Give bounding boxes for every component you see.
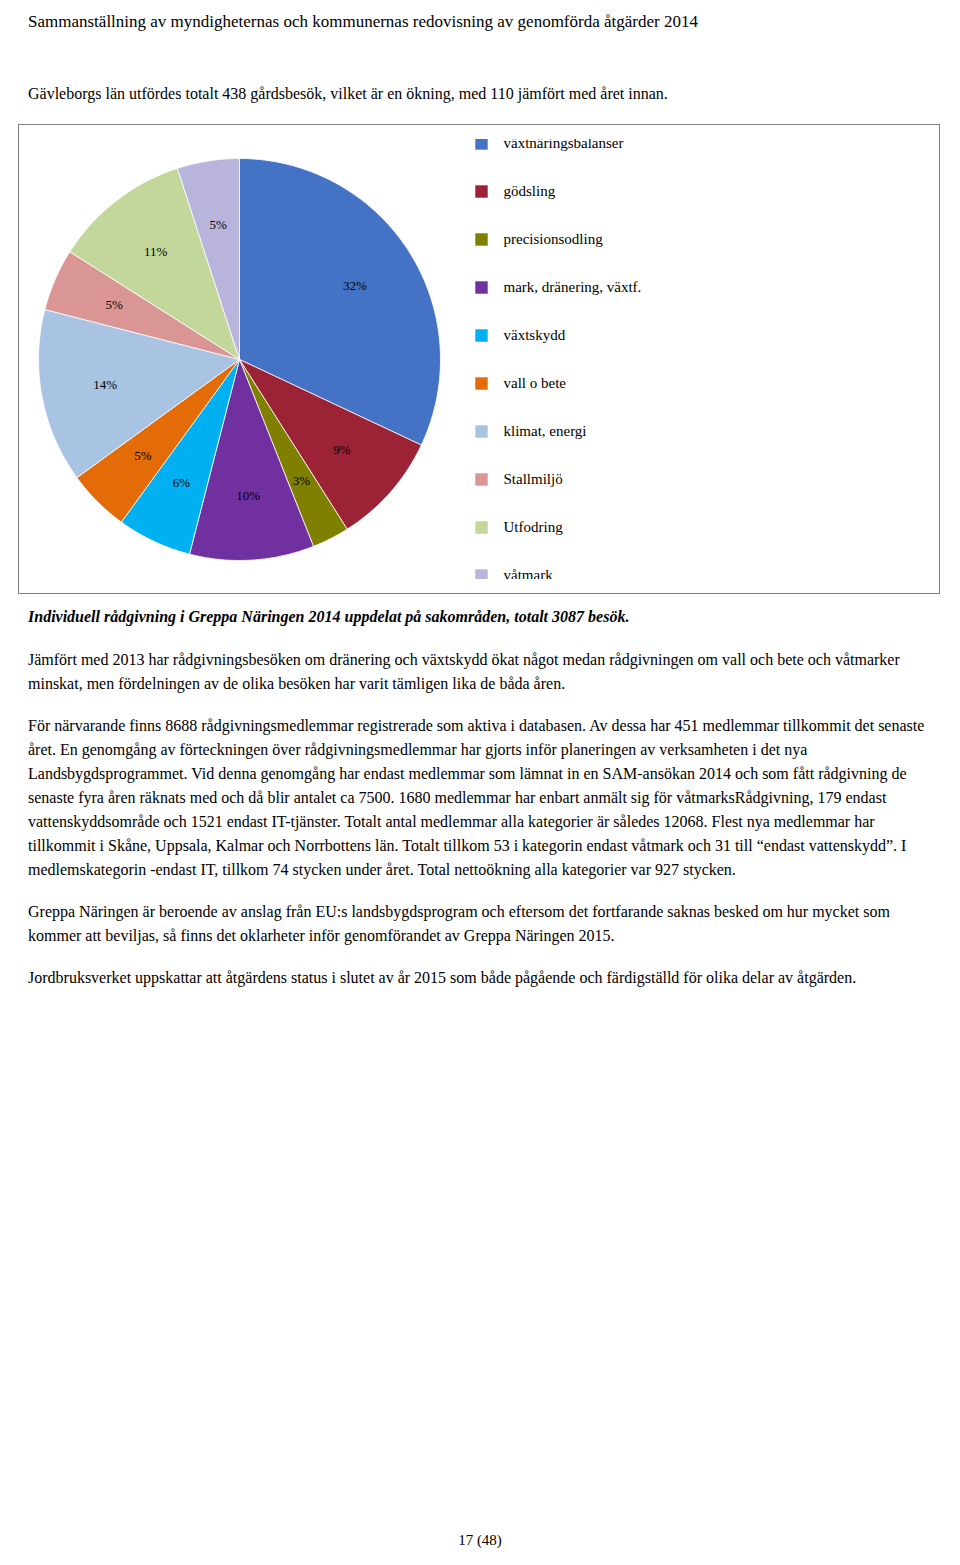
svg-text:5%: 5% bbox=[105, 297, 123, 312]
svg-text:6%: 6% bbox=[173, 475, 191, 490]
svg-text:Stallmiljö: Stallmiljö bbox=[504, 471, 563, 487]
svg-text:våtmark: våtmark bbox=[504, 567, 554, 579]
svg-text:växtnäringsbalanser: växtnäringsbalanser bbox=[504, 139, 624, 151]
svg-text:10%: 10% bbox=[236, 488, 260, 503]
svg-text:precisionsodling: precisionsodling bbox=[504, 231, 604, 247]
svg-text:9%: 9% bbox=[333, 442, 351, 457]
html-text:Greppa Näringen är beroende av: Greppa Näringen är beroende av anslag fr… bbox=[28, 903, 890, 944]
svg-text:klimat, energi: klimat, energi bbox=[504, 423, 587, 439]
html-text:Jordbruksverket uppskattar att: Jordbruksverket uppskattar att åtgärdens… bbox=[28, 969, 857, 986]
html-text:För närvarande finns 8688 rådg: För närvarande finns 8688 rådgivningsmed… bbox=[28, 717, 925, 878]
svg-text:5%: 5% bbox=[209, 217, 227, 232]
svg-text:32%: 32% bbox=[343, 278, 367, 293]
html-text:Gävleborgs län utfördes totalt: Gävleborgs län utfördes totalt 438 gårds… bbox=[28, 85, 668, 102]
svg-text:växtskydd: växtskydd bbox=[504, 327, 566, 343]
svg-text:14%: 14% bbox=[93, 377, 117, 392]
svg-text:5%: 5% bbox=[134, 448, 152, 463]
html-text:Sammanställning av myndigheter: Sammanställning av myndigheternas och ko… bbox=[28, 12, 698, 31]
svg-text:Utfodring: Utfodring bbox=[504, 519, 564, 535]
html-text:Individuell rådgivning i Grepp: Individuell rådgivning i Greppa Näringen… bbox=[28, 608, 630, 625]
svg-text:11%: 11% bbox=[144, 244, 168, 259]
svg-text:mark, dränering, växtf.: mark, dränering, växtf. bbox=[504, 279, 642, 295]
html-text:17 (48): 17 (48) bbox=[458, 1532, 502, 1548]
svg-text:vall o bete: vall o bete bbox=[504, 375, 567, 391]
html-text:Jämfört med 2013 har rådgivnin: Jämfört med 2013 har rådgivningsbesöken … bbox=[28, 651, 900, 692]
svg-text:gödsling: gödsling bbox=[504, 183, 556, 199]
svg-text:3%: 3% bbox=[293, 473, 311, 488]
